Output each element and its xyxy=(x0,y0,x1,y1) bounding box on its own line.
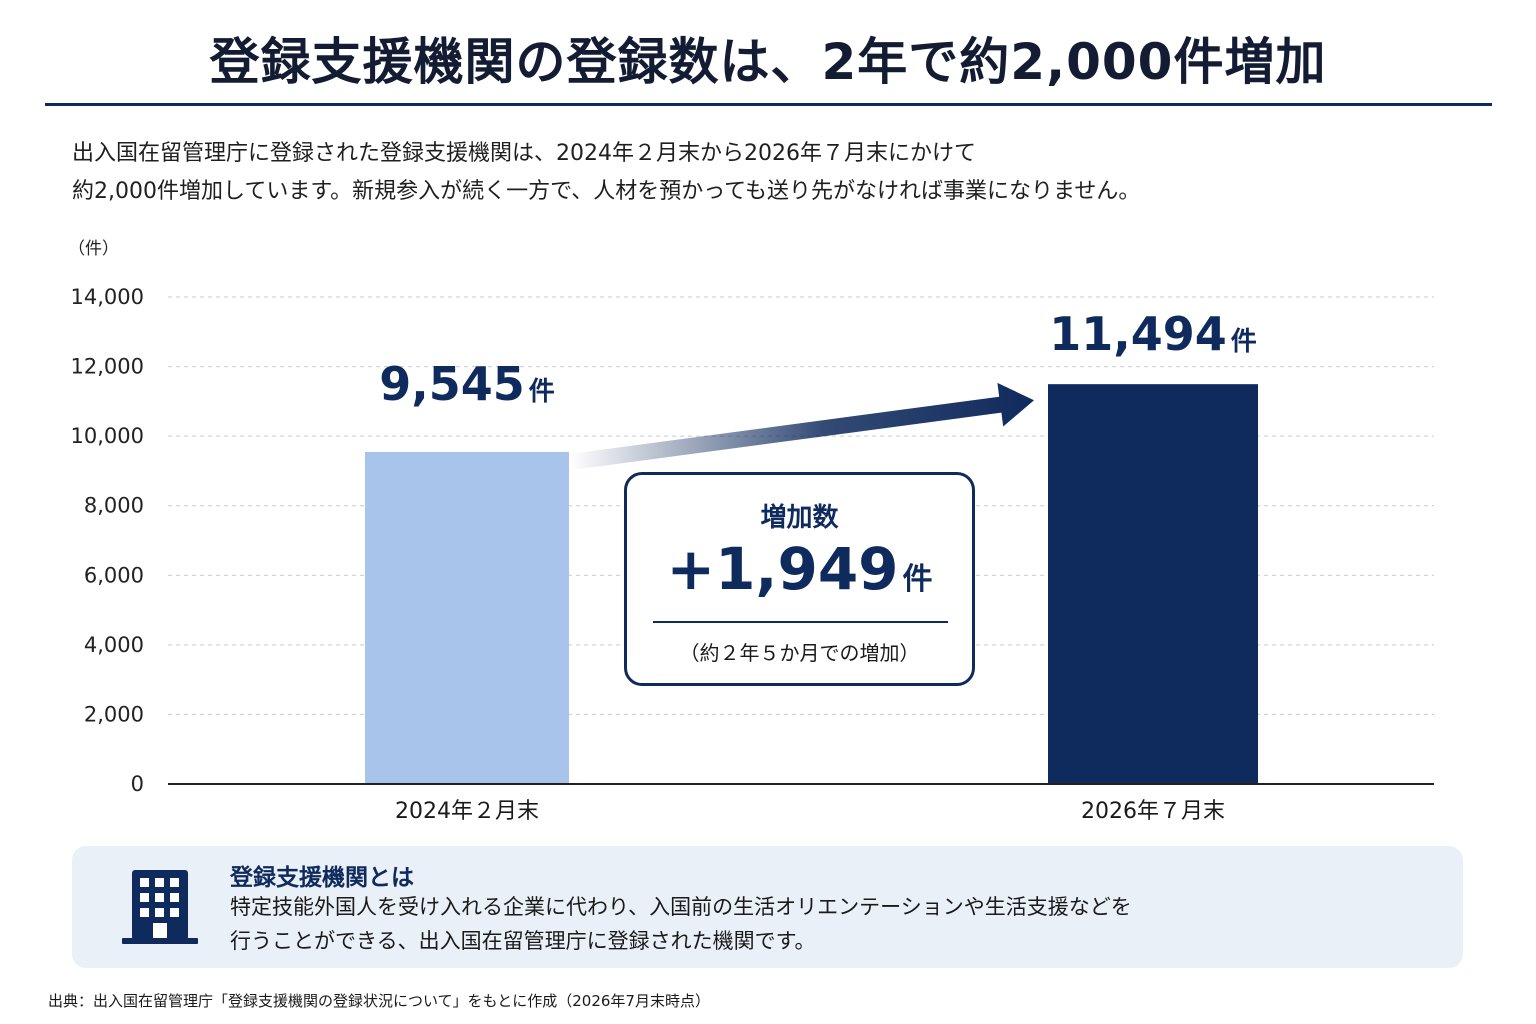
page-title: 登録支援機関の登録数は、2年で約2,000件増加 xyxy=(209,33,1327,91)
x-axis-ticks: 2024年２月末 2026年７月末 xyxy=(395,799,1225,824)
increase-number: +1,949 xyxy=(666,535,899,603)
definition-line-1: 特定技能外国人を受け入れる企業に代わり、入国前の生活オリエンテーションや生活支援… xyxy=(230,895,1132,919)
bar xyxy=(365,451,569,784)
intro-text: 出入国在留管理庁に登録された登録支援機関は、2024年２月末から2026年７月末… xyxy=(72,135,1140,211)
y-tick-label: 6,000 xyxy=(84,563,144,587)
intro-line-2: 約2,000件増加しています。新規参入が続く一方で、人材を預かっても送り先がなけ… xyxy=(72,179,1141,204)
y-axis-ticks: 0 2,000 4,000 6,000 8,000 10,000 12,000 14,000 xyxy=(71,285,144,796)
increase-title: 増加数 xyxy=(760,503,839,533)
increase-divider xyxy=(653,621,948,623)
intro-line-1: 出入国在留管理庁に登録された登録支援機関は、2024年２月末から2026年７月末… xyxy=(72,141,976,166)
title-divider xyxy=(45,103,1492,106)
definition-line-2: 行うことができる、出入国在留管理庁に登録された機関です。 xyxy=(230,929,816,953)
x-tick-label: 2024年２月末 xyxy=(395,799,539,824)
value-label-unit: 件 xyxy=(1231,327,1257,357)
y-tick-label: 4,000 xyxy=(84,633,144,657)
y-tick-label: 12,000 xyxy=(71,355,144,379)
value-label-number: 9,545 xyxy=(379,357,525,411)
value-label-number: 11,494 xyxy=(1049,307,1227,361)
bar-chart: （件） 0 2,000 4,000 6,000 8,000 10,000 12,000 14,… xyxy=(68,239,1434,824)
increase-note: （約２年５か月での増加） xyxy=(679,641,920,665)
building-icon xyxy=(122,870,198,944)
increase-value: +1,949 件 xyxy=(627,535,972,603)
source-note: 出典：出入国在留管理庁「登録支援機関の登録状況について」をもとに作成（2026年… xyxy=(48,992,710,1010)
increase-unit: 件 xyxy=(902,562,933,597)
bar xyxy=(1048,384,1258,784)
y-unit-label: （件） xyxy=(68,239,119,259)
value-label-unit: 件 xyxy=(529,377,555,407)
value-label: 11,494 件 xyxy=(1049,307,1257,361)
y-tick-label: 10,000 xyxy=(71,424,144,448)
definition-box: 登録支援機関とは 特定技能外国人を受け入れる企業に代わり、入国前の生活オリエンテ… xyxy=(72,846,1463,968)
y-tick-label: 0 xyxy=(131,772,144,796)
y-tick-label: 14,000 xyxy=(71,285,144,309)
y-tick-label: 8,000 xyxy=(84,494,144,518)
y-tick-label: 2,000 xyxy=(84,702,144,726)
growth-arrow xyxy=(569,382,1034,470)
x-tick-label: 2026年７月末 xyxy=(1081,799,1225,824)
value-label: 9,545 件 xyxy=(379,357,555,411)
increase-callout: 増加数 +1,949 件 （約２年５か月での増加） xyxy=(624,472,975,686)
definition-title: 登録支援機関とは xyxy=(230,865,414,891)
bars xyxy=(365,384,1258,784)
definition-body: 特定技能外国人を受け入れる企業に代わり、入国前の生活オリエンテーションや生活支援… xyxy=(230,890,1132,958)
value-labels: 9,545 件11,494 件 xyxy=(379,307,1257,411)
